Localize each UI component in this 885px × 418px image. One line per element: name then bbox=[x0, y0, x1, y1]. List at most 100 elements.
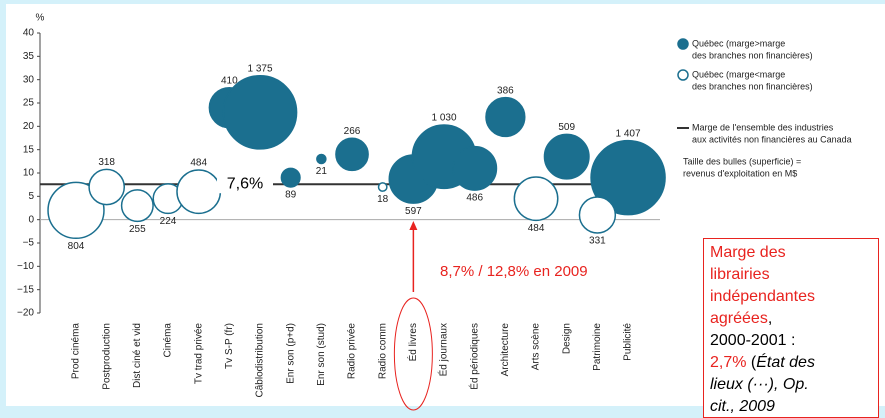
note-line: agréées, bbox=[710, 308, 878, 330]
y-tick-label: 0 bbox=[28, 214, 34, 225]
note-text: lieux (···), Op. bbox=[710, 376, 809, 393]
y-tick-label: 20 bbox=[23, 121, 35, 132]
size-label: 89 bbox=[285, 190, 297, 201]
annotation-ellipse bbox=[393, 297, 433, 411]
legend-label: des branches non financières) bbox=[692, 81, 813, 91]
x-tick-label: Dist ciné et vid bbox=[132, 323, 143, 388]
size-label: 1 375 bbox=[248, 63, 273, 74]
y-tick-label: 15 bbox=[23, 144, 35, 155]
bubble bbox=[578, 196, 617, 234]
y-tick-label: 35 bbox=[23, 51, 35, 62]
bubble bbox=[590, 139, 666, 216]
size-label: 18 bbox=[377, 194, 389, 205]
note-text: agréées bbox=[710, 310, 768, 327]
x-tick-label: Radio privée bbox=[347, 323, 358, 380]
bubble bbox=[280, 167, 301, 188]
size-note: Taille des bulles (superficie) = bbox=[683, 156, 801, 166]
y-tick-label: −15 bbox=[17, 284, 34, 295]
size-label: 255 bbox=[129, 224, 146, 235]
x-tick-label: Éd périodiques bbox=[467, 323, 480, 390]
ref-label: 7,6% bbox=[227, 175, 263, 192]
y-tick-label: 5 bbox=[28, 191, 34, 202]
x-tick-label: Design bbox=[561, 323, 572, 354]
note-text: indépendantes bbox=[710, 288, 815, 305]
x-tick-label: Tv trad privée bbox=[193, 323, 204, 385]
note-text: cit., 2009 bbox=[710, 398, 775, 415]
note-text: Marge des bbox=[710, 244, 786, 261]
bubble bbox=[222, 75, 298, 150]
y-tick-label: −10 bbox=[17, 261, 34, 272]
note-line: cit., 2009 bbox=[710, 396, 878, 417]
bubble bbox=[452, 145, 498, 191]
size-label: 318 bbox=[98, 157, 115, 168]
x-tick-label: Câblodistribution bbox=[255, 323, 266, 398]
x-tick-label: Patrimoine bbox=[592, 323, 603, 371]
note-text: , bbox=[767, 310, 773, 327]
note-line: Marge des bbox=[710, 242, 878, 264]
y-tick-label: 10 bbox=[23, 168, 35, 179]
size-label: 1 407 bbox=[616, 128, 641, 139]
size-label: 484 bbox=[528, 223, 545, 234]
y-tick-label: −20 bbox=[17, 308, 34, 319]
note-text: librairies bbox=[710, 266, 770, 283]
size-label: 410 bbox=[221, 75, 238, 86]
size-label: 804 bbox=[68, 241, 85, 252]
note-text: ( bbox=[746, 354, 757, 371]
arrow-head bbox=[409, 221, 418, 230]
annotation: 8,7% / 12,8% en 2009 bbox=[440, 263, 588, 280]
legend-label: aux activités non financières au Canada bbox=[692, 134, 852, 144]
bubble bbox=[316, 153, 327, 165]
y-tick-label: 25 bbox=[23, 98, 35, 109]
size-label: 386 bbox=[497, 85, 514, 96]
note-text: 2,7% bbox=[710, 354, 747, 371]
note-box: Marge des librairies indépendantes agréées,… bbox=[703, 238, 879, 418]
size-label: 486 bbox=[466, 193, 483, 204]
x-tick-label: Cinéma bbox=[163, 323, 174, 358]
legend-label: Québec (marge>marge bbox=[692, 38, 785, 48]
size-label: 509 bbox=[558, 122, 575, 133]
note-line: lieux (···), Op. bbox=[710, 374, 878, 396]
x-tick-label: Arts scène bbox=[531, 323, 542, 371]
size-label: 1 030 bbox=[432, 113, 457, 124]
ref-label-bg bbox=[217, 175, 273, 194]
legend-label: Marge de l'ensemble des industries bbox=[692, 122, 834, 132]
size-label: 266 bbox=[344, 126, 361, 137]
bubble bbox=[513, 176, 559, 222]
x-tick-label: Enr son (p+d) bbox=[285, 323, 296, 384]
note-line: 2000-2001 : bbox=[710, 330, 878, 352]
legend-symbol bbox=[677, 69, 689, 81]
bubble bbox=[120, 189, 154, 223]
bubble bbox=[88, 168, 126, 206]
x-tick-label: Radio comm bbox=[377, 323, 388, 379]
x-tick-label: Architecture bbox=[500, 323, 511, 377]
x-tick-label: Tv S-P (fr) bbox=[224, 323, 235, 369]
bubble bbox=[47, 181, 105, 240]
size-label: 597 bbox=[405, 206, 422, 217]
size-label: 224 bbox=[160, 216, 177, 227]
x-tick-label: Prod cinéma bbox=[71, 323, 82, 380]
note-line: librairies bbox=[710, 264, 878, 286]
legend-label: Québec (marge<marge bbox=[692, 69, 785, 79]
note-line: indépendantes bbox=[710, 286, 878, 308]
bubble bbox=[335, 137, 369, 172]
note-text: État des bbox=[756, 354, 815, 371]
x-tick-label: Enr son (stud) bbox=[316, 323, 327, 386]
x-tick-label: Publicité bbox=[623, 323, 634, 361]
size-label: 21 bbox=[316, 166, 328, 177]
legend-symbol bbox=[677, 38, 689, 50]
note-line: 2,7% (État des bbox=[710, 352, 878, 374]
x-tick-label: Postproduction bbox=[101, 323, 112, 390]
bubble bbox=[176, 169, 222, 215]
y-tick-label: −5 bbox=[23, 238, 35, 249]
x-tick-label: Éd journaux bbox=[437, 323, 450, 376]
bubble bbox=[377, 182, 388, 192]
y-tick-label: 30 bbox=[23, 74, 35, 85]
legend-label: des branches non financières) bbox=[692, 50, 813, 60]
size-note: revenus d'exploitation en M$ bbox=[683, 168, 797, 178]
bubble bbox=[543, 133, 590, 180]
bubble bbox=[485, 96, 526, 138]
y-tick-label: 40 bbox=[23, 28, 35, 39]
y-unit: % bbox=[36, 13, 45, 24]
